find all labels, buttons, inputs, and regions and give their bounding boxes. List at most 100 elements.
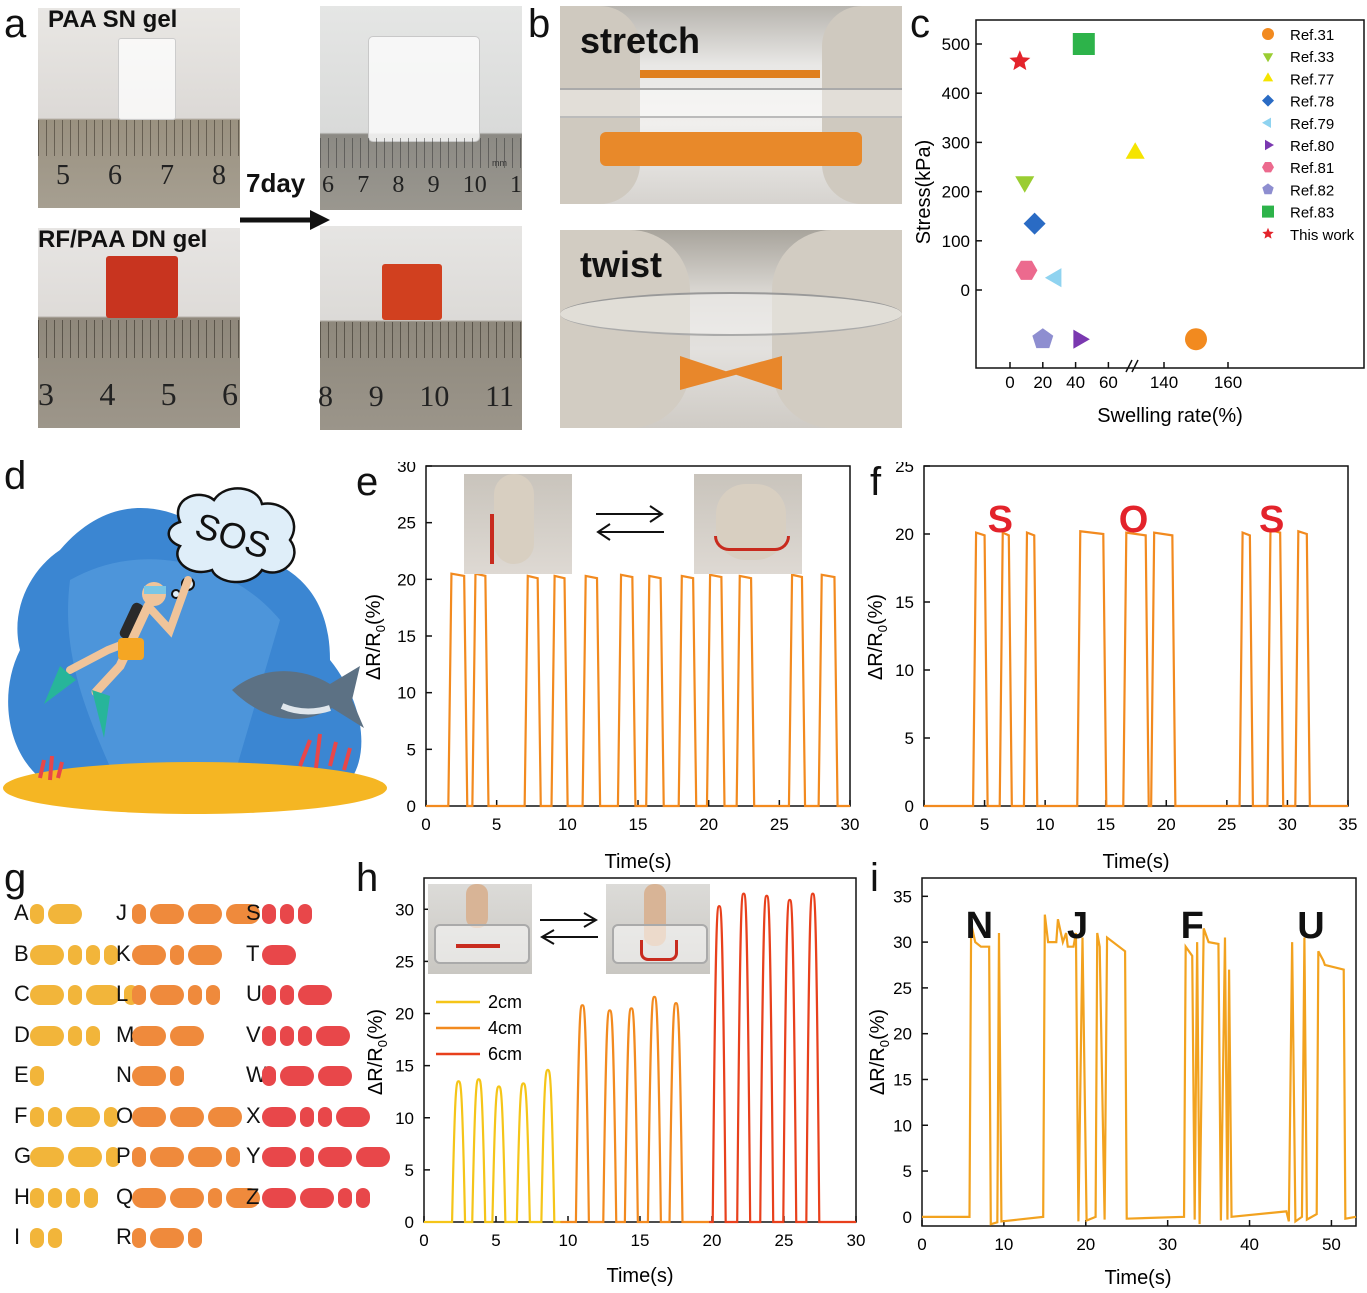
morse-dot <box>68 985 82 1005</box>
morse-letter-s: S <box>246 900 261 925</box>
svg-text:ΔR/R0(%): ΔR/R0(%) <box>365 1009 390 1095</box>
morse-letter-h: H <box>14 1183 30 1209</box>
morse-dot <box>132 1147 146 1167</box>
morse-letter-r: R <box>116 1224 132 1249</box>
red-gel-on-fist <box>714 536 790 551</box>
series-line-4cm <box>560 995 710 1224</box>
morse-letter-w: W <box>246 1062 267 1087</box>
data-point-this-work <box>1009 50 1031 71</box>
y-tick-label: 25 <box>895 462 914 476</box>
morse-dot <box>188 1228 202 1248</box>
morse-dash <box>318 1066 352 1086</box>
rf-paa-dn-gel-label: RF/PAA DN gel <box>38 226 208 253</box>
twist-photo <box>560 230 902 428</box>
morse-dot <box>356 1187 370 1208</box>
morse-dot <box>206 985 220 1005</box>
x-axis-label: Time(s) <box>606 1265 673 1287</box>
twist-label: twist <box>580 244 663 285</box>
ruler-number: 6 <box>322 172 334 198</box>
sand-seabed <box>3 762 387 814</box>
morse-dash <box>300 1187 334 1208</box>
ruler-number: 9 <box>368 380 384 413</box>
stretched-gel-reflection <box>640 70 820 78</box>
morse-dot <box>48 1228 62 1248</box>
morse-dot <box>262 904 276 924</box>
x-tick-label: 0 <box>419 1231 428 1250</box>
reversible-arrows-icon <box>596 505 664 541</box>
morse-letter-e: E <box>14 1062 29 1087</box>
morse-dot <box>262 1025 276 1046</box>
morse-dot <box>318 1106 332 1127</box>
x-tick-label: 5 <box>492 815 501 834</box>
sos-letter-annotation: S <box>988 499 1013 541</box>
ruler-tick-strip <box>320 322 522 358</box>
red-gel-on-finger <box>490 514 494 564</box>
axis-break-mark <box>1125 359 1133 373</box>
morse-dot <box>66 1187 80 1208</box>
morse-letter-z: Z <box>246 1183 260 1209</box>
morse-dash <box>30 1147 64 1167</box>
x-tick-label: 15 <box>631 1231 650 1250</box>
svg-text:ΔR/R0(%): ΔR/R0(%) <box>867 1009 892 1095</box>
signal-curve <box>426 572 850 808</box>
twisted-gel-strip <box>680 356 782 390</box>
morse-dot <box>338 1187 352 1208</box>
legend-marker <box>1262 53 1274 63</box>
y-tick-label: 300 <box>942 133 970 152</box>
signal-curve <box>924 528 1348 808</box>
ruler-number: 3 <box>38 376 54 412</box>
x-tick-label: 10 <box>994 1235 1013 1254</box>
x-tick-label: 30 <box>847 1231 866 1250</box>
morse-dash <box>30 944 64 965</box>
reversible-arrows-icon <box>540 912 598 945</box>
legend-marker <box>1262 94 1274 107</box>
morse-dash <box>318 1147 352 1167</box>
morse-dot <box>226 1147 240 1167</box>
paa-sn-gel-photo-7day <box>320 6 522 210</box>
legend-marker <box>1265 139 1274 151</box>
y-tick-label: 10 <box>895 661 914 680</box>
axis-break-mark <box>1131 359 1139 373</box>
legend-label: 2cm <box>488 992 522 1012</box>
morse-letter-c: C <box>14 981 30 1006</box>
svg-text:ΔR/R0(%): ΔR/R0(%) <box>363 594 388 680</box>
ruler-number: 8 <box>212 160 226 191</box>
morse-letter-m: M <box>116 1021 135 1047</box>
y-tick-label: 0 <box>961 281 970 300</box>
panel-label-b: b <box>528 2 551 46</box>
y-tick-label: 0 <box>905 797 914 816</box>
y-tick-label: 5 <box>405 1161 414 1180</box>
clear-gel-sample <box>118 38 176 120</box>
morse-dash <box>30 1025 64 1046</box>
morse-letter-b: B <box>14 940 29 966</box>
chart-i-njfu-signal: 0 10 20 30 40 50 0 5 10 15 20 25 30 35 N J F U Time(s) Δ… <box>867 877 1357 1289</box>
sos-letter-annotation: S <box>1259 499 1284 541</box>
morse-dot <box>298 1025 312 1046</box>
x-tick-label: 15 <box>629 815 648 834</box>
y-tick-label: 20 <box>397 570 416 589</box>
morse-letter-f: F <box>14 1102 28 1128</box>
legend-marker <box>1262 162 1274 173</box>
legend-marker <box>1262 28 1274 40</box>
ruler-numbers-top-left: 5 6 7 8 <box>56 160 226 192</box>
data-point-ref-82 <box>1032 328 1054 349</box>
y-tick-label: 200 <box>942 183 970 202</box>
chart-e-repeated-bending: 0 5 10 15 20 25 30 0 5 10 15 20 25 30 Time(s) ΔR/R0(%… <box>363 462 860 873</box>
morse-dash <box>188 1147 222 1167</box>
ruler-numbers-top-right: 6 7 8 9 10 1 <box>322 172 522 199</box>
legend-label: Ref.79 <box>1290 116 1334 133</box>
morse-dot <box>106 1147 120 1167</box>
legend-marker <box>1262 227 1274 239</box>
morse-dot <box>280 1025 294 1046</box>
ruler-number: 5 <box>160 376 177 412</box>
y-tick-label: 5 <box>903 1162 912 1181</box>
ruler-number: 5 <box>56 160 70 191</box>
ruler-number: 1 <box>509 172 522 198</box>
x-tick-label: 10 <box>1036 815 1055 834</box>
x-axis-label: Swelling rate(%) <box>1097 405 1243 427</box>
x-tick-label: 30 <box>841 815 860 834</box>
gloved-finger <box>494 474 534 564</box>
finger-bend-straight-photo <box>464 474 572 574</box>
morse-dash <box>262 944 296 965</box>
ruler-number: 8 <box>392 172 405 198</box>
